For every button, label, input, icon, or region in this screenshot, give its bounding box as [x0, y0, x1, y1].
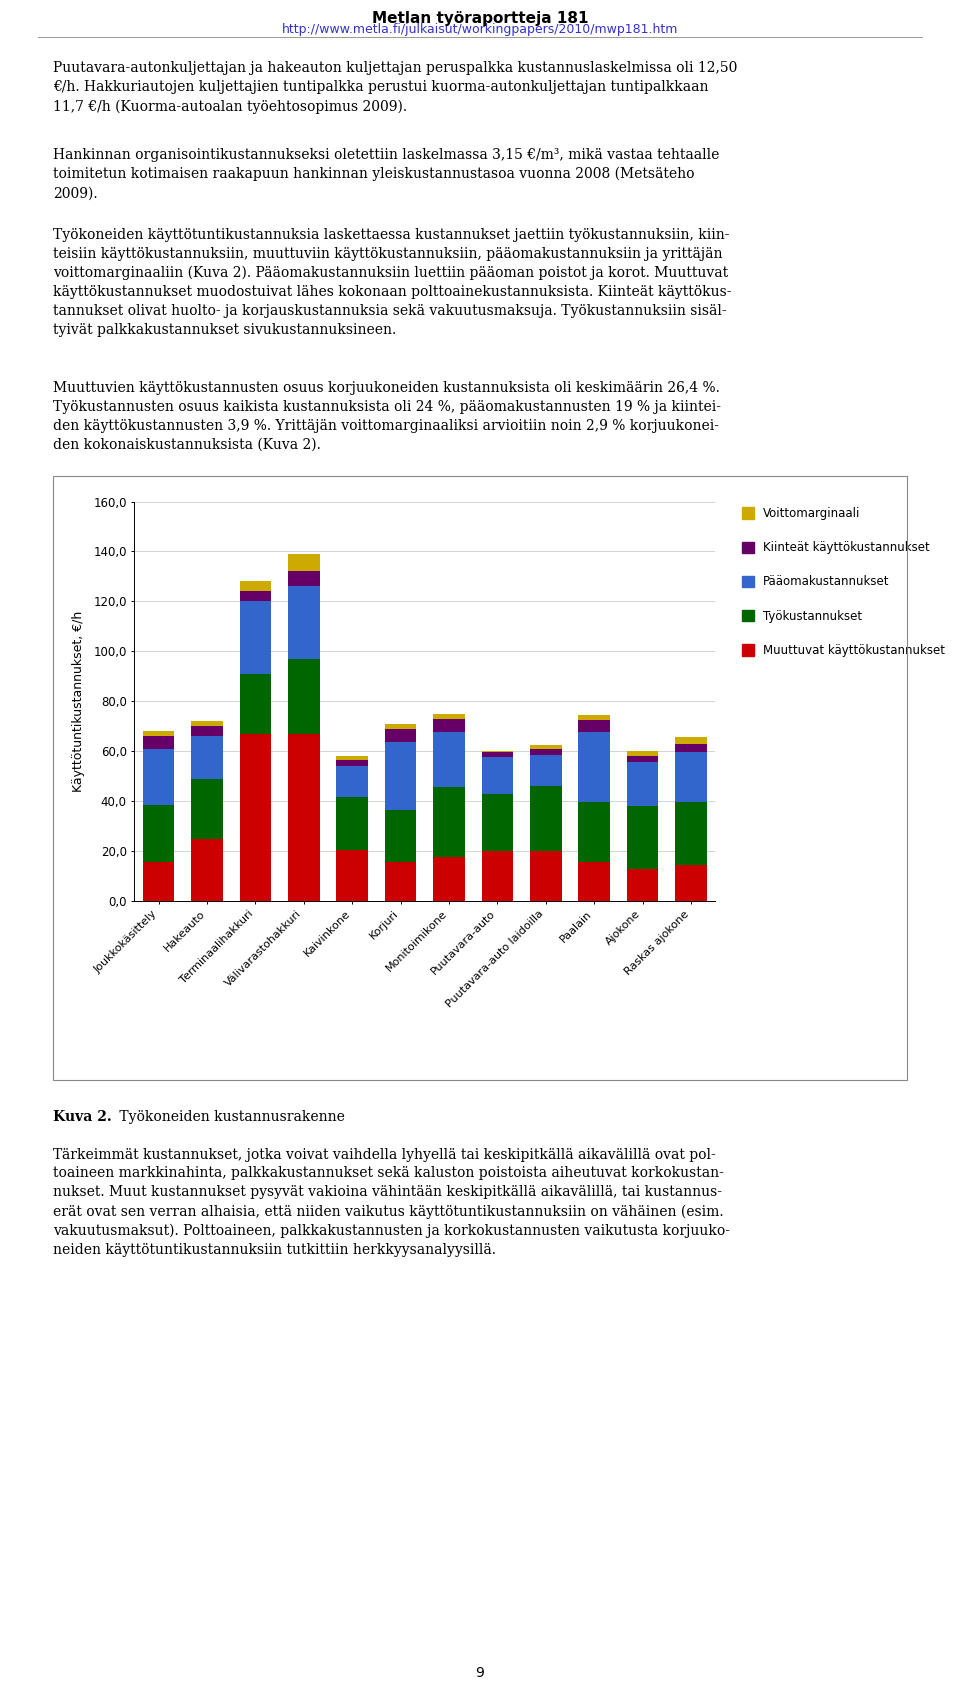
- Bar: [191, 779, 223, 838]
- Bar: [579, 733, 610, 802]
- Bar: [627, 806, 659, 869]
- Bar: [433, 857, 465, 901]
- Bar: [336, 767, 368, 797]
- Bar: [433, 714, 465, 719]
- Bar: [579, 802, 610, 862]
- Bar: [675, 753, 707, 802]
- Bar: [530, 755, 562, 785]
- Bar: [336, 850, 368, 901]
- Bar: [530, 852, 562, 901]
- Bar: [336, 797, 368, 850]
- Bar: [530, 748, 562, 755]
- Y-axis label: Käyttötuntikustannukset, €/h: Käyttötuntikustannukset, €/h: [72, 610, 84, 792]
- Bar: [579, 721, 610, 733]
- Bar: [191, 838, 223, 901]
- Bar: [482, 852, 514, 901]
- Bar: [143, 748, 175, 804]
- Bar: [240, 734, 271, 901]
- Bar: [143, 736, 175, 748]
- Bar: [191, 736, 223, 779]
- Text: Muuttuvien käyttökustannusten osuus korjuukoneiden kustannuksista oli keskimääri: Muuttuvien käyttökustannusten osuus korj…: [53, 381, 721, 452]
- Bar: [240, 673, 271, 734]
- Bar: [433, 733, 465, 787]
- Bar: [240, 581, 271, 592]
- Bar: [675, 802, 707, 865]
- Text: Työkoneiden käyttötuntikustannuksia laskettaessa kustannukset jaettiin työkustan: Työkoneiden käyttötuntikustannuksia lask…: [53, 228, 732, 337]
- Text: Metlan työraportteja 181: Metlan työraportteja 181: [372, 12, 588, 26]
- Bar: [433, 719, 465, 733]
- Bar: [288, 660, 320, 734]
- Bar: [240, 602, 271, 673]
- Bar: [240, 592, 271, 602]
- Bar: [143, 731, 175, 736]
- Bar: [336, 760, 368, 767]
- Text: http://www.metla.fi/julkaisut/workingpapers/2010/mwp181.htm: http://www.metla.fi/julkaisut/workingpap…: [282, 22, 678, 36]
- Bar: [385, 729, 417, 743]
- Bar: [288, 586, 320, 660]
- Text: Hankinnan organisointikustannukseksi oletettiin laskelmassa 3,15 €/m³, mikä vast: Hankinnan organisointikustannukseksi ole…: [53, 148, 719, 201]
- Bar: [288, 571, 320, 586]
- Legend: Voittomarginaali, Kiinteät käyttökustannukset, Pääomakustannukset, Työkustannuks: Voittomarginaali, Kiinteät käyttökustann…: [738, 503, 948, 661]
- Bar: [530, 785, 562, 852]
- Bar: [579, 862, 610, 901]
- Bar: [433, 787, 465, 857]
- Bar: [482, 794, 514, 852]
- Bar: [627, 756, 659, 762]
- Bar: [627, 869, 659, 901]
- Bar: [385, 809, 417, 862]
- Bar: [530, 745, 562, 748]
- Text: Tärkeimmät kustannukset, jotka voivat vaihdella lyhyellä tai keskipitkällä aikav: Tärkeimmät kustannukset, jotka voivat va…: [53, 1148, 730, 1258]
- Bar: [675, 738, 707, 743]
- Bar: [191, 721, 223, 726]
- Bar: [336, 756, 368, 760]
- Bar: [191, 726, 223, 736]
- Text: Kuva 2.: Kuva 2.: [53, 1110, 111, 1124]
- Bar: [385, 724, 417, 729]
- Bar: [675, 743, 707, 753]
- Bar: [288, 554, 320, 571]
- Bar: [385, 743, 417, 809]
- Text: Työkoneiden kustannusrakenne: Työkoneiden kustannusrakenne: [115, 1110, 345, 1124]
- Bar: [579, 716, 610, 721]
- Bar: [288, 734, 320, 901]
- Bar: [627, 762, 659, 806]
- Bar: [385, 862, 417, 901]
- Text: 9: 9: [475, 1666, 485, 1680]
- Bar: [627, 751, 659, 756]
- Text: Puutavara-autonkuljettajan ja hakeauton kuljettajan peruspalkka kustannuslaskelm: Puutavara-autonkuljettajan ja hakeauton …: [53, 61, 737, 114]
- Bar: [143, 804, 175, 862]
- Bar: [482, 753, 514, 758]
- Bar: [482, 758, 514, 794]
- Bar: [143, 862, 175, 901]
- Bar: [675, 865, 707, 901]
